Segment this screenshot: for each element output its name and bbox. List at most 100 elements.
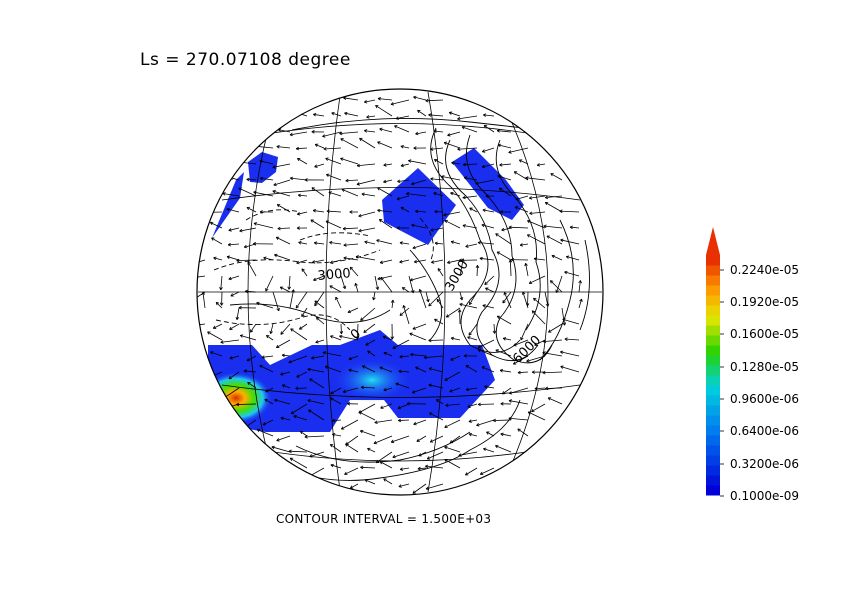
wind-arrow-head [531, 408, 534, 412]
wind-arrow-head [560, 365, 564, 367]
wind-arrow [408, 275, 414, 293]
wind-arrow-head [324, 366, 328, 369]
wind-arrow-head [517, 428, 520, 432]
contour-line [295, 431, 471, 463]
wind-arrow-head [298, 112, 302, 114]
wind-arrow [545, 195, 563, 198]
wind-arrow [348, 369, 359, 373]
wind-arrow-head [443, 213, 447, 216]
wind-arrow [228, 227, 240, 231]
wind-arrow [358, 403, 376, 414]
wind-arrow-head [314, 164, 317, 168]
wind-arrow [433, 130, 444, 133]
wind-arrow [289, 457, 308, 469]
wind-arrow [339, 335, 359, 341]
wind-arrow-head [510, 257, 514, 260]
wind-arrow [374, 419, 393, 423]
wind-arrow-head [481, 366, 485, 370]
wind-arrow-head [406, 401, 410, 405]
wind-arrow-head [465, 244, 469, 247]
wind-arrow [416, 435, 427, 442]
wind-arrow-head [417, 466, 421, 470]
field-patch [212, 172, 244, 238]
wind-arrow-head [304, 435, 308, 438]
wind-arrow [357, 163, 376, 167]
wind-arrow-head [411, 223, 415, 226]
wind-arrow-head [343, 244, 347, 247]
wind-arrow-head [475, 181, 479, 185]
wind-arrow [260, 177, 274, 181]
wind-arrow-head [428, 338, 432, 341]
wind-arrow-head [309, 378, 312, 382]
wind-arrow-head [467, 336, 471, 338]
wind-arrow-head [417, 110, 420, 114]
wind-arrow [229, 355, 240, 359]
wind-arrow [296, 371, 308, 378]
wind-arrow-head [360, 466, 364, 470]
wind-arrow-head [187, 277, 189, 279]
wind-arrow-head [299, 431, 302, 435]
wind-arrow [517, 428, 529, 437]
wind-arrow-head [265, 335, 269, 339]
wind-arrow-head [542, 351, 546, 354]
wind-arrow [279, 286, 291, 293]
wind-arrow-head [508, 400, 512, 403]
wind-arrow [484, 386, 495, 389]
wind-arrow-head [287, 286, 290, 290]
wind-arrow-head [207, 331, 210, 335]
wind-arrow-head [379, 366, 383, 370]
wind-arrow [335, 296, 342, 309]
contour-line-negative [213, 249, 381, 271]
wind-arrow [413, 419, 427, 425]
contour-line [430, 127, 521, 353]
wind-arrow-head [322, 351, 326, 353]
wind-arrow-head [330, 464, 334, 468]
wind-arrow [345, 179, 359, 182]
wind-arrow-head [414, 261, 418, 264]
wind-arrow-head [344, 112, 347, 116]
wind-arrow [290, 177, 308, 181]
wind-arrow [276, 435, 291, 442]
wind-arrow [412, 323, 427, 330]
wind-arrow-head [339, 334, 343, 337]
wind-arrow-head [377, 276, 381, 280]
wind-arrow-head [243, 369, 247, 372]
wind-arrow [361, 193, 376, 197]
wind-arrow [272, 163, 291, 168]
wind-arrow [544, 291, 549, 307]
wind-arrow-head [448, 112, 452, 115]
wind-arrow-head [279, 286, 283, 290]
wind-arrow [373, 291, 376, 301]
wind-arrow-head [560, 351, 563, 355]
wind-arrow-head [228, 230, 232, 232]
wind-arrow-head [465, 246, 469, 248]
wind-arrow-head [428, 302, 430, 307]
wind-arrow-head [340, 426, 344, 430]
wind-arrow-head [265, 289, 269, 292]
wind-arrow-head [343, 97, 347, 100]
wind-arrow-head [330, 390, 333, 394]
wind-arrow [483, 448, 495, 453]
wind-arrow-head [410, 354, 414, 357]
wind-arrow-head [519, 244, 524, 247]
wind-arrow-head [329, 444, 332, 448]
wind-arrow [245, 290, 257, 293]
wind-arrow-head [477, 240, 481, 243]
wind-arrow [341, 188, 359, 197]
wind-arrow-head [340, 157, 344, 159]
wind-arrow-head [236, 402, 240, 405]
wind-arrow [329, 241, 342, 245]
wind-arrow-head [425, 464, 429, 467]
wind-arrow [329, 285, 342, 293]
wind-arrow-head [580, 280, 582, 284]
wind-arrow-head [399, 312, 402, 316]
wind-arrow [443, 142, 461, 149]
wind-arrow-head [481, 149, 485, 153]
wind-arrow-head [517, 370, 521, 374]
wind-arrow [316, 317, 325, 325]
wind-arrow-head [273, 184, 277, 187]
wind-arrow-head [288, 359, 292, 363]
wind-arrow-head [483, 447, 487, 449]
wind-arrow-head [312, 261, 316, 264]
wind-arrow [392, 339, 410, 349]
